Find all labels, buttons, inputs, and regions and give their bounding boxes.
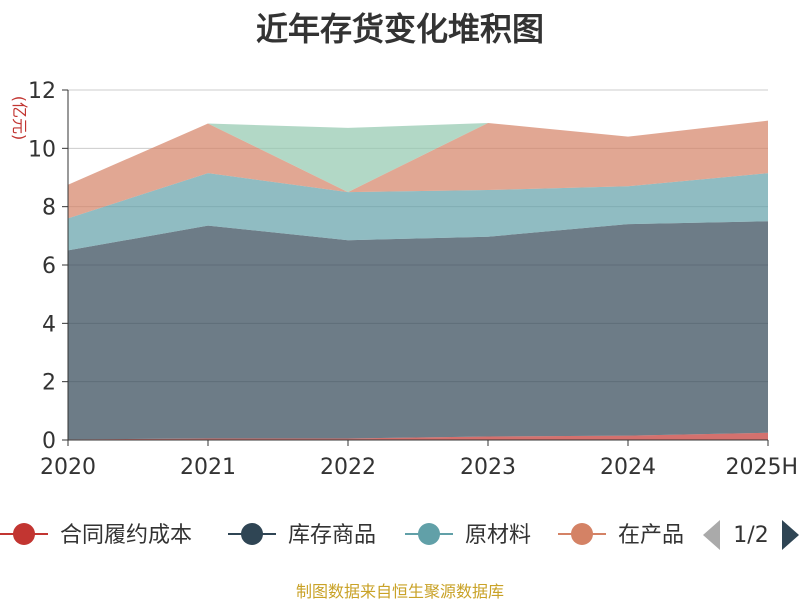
y-tick-label: 8 bbox=[42, 196, 56, 221]
chart-title: 近年存货变化堆积图 bbox=[255, 10, 544, 48]
legend-prev-icon[interactable] bbox=[703, 520, 720, 550]
x-tick-label: 2024 bbox=[600, 455, 656, 480]
x-tick-label: 2021 bbox=[180, 455, 236, 480]
legend-item[interactable]: 合同履约成本 bbox=[0, 523, 192, 548]
y-tick-label: 10 bbox=[28, 137, 56, 162]
y-tick-label: 6 bbox=[42, 254, 56, 279]
x-tick-label: 2025H bbox=[725, 455, 798, 480]
x-tick-label: 2023 bbox=[460, 455, 516, 480]
legend-label: 在产品 bbox=[618, 523, 684, 548]
y-tick-label: 0 bbox=[42, 429, 56, 454]
data-source-note: 制图数据来自恒生聚源数据库 bbox=[295, 582, 504, 601]
y-tick-label: 4 bbox=[42, 312, 56, 337]
legend-label: 原材料 bbox=[465, 523, 531, 548]
x-tick-label: 2020 bbox=[40, 455, 96, 480]
area-series-3 bbox=[68, 120, 768, 219]
area-series-1 bbox=[68, 221, 768, 440]
legend-item[interactable]: 在产品 bbox=[558, 523, 684, 548]
legend-label: 库存商品 bbox=[288, 523, 376, 548]
legend-label: 合同履约成本 bbox=[60, 523, 192, 548]
legend-item[interactable]: 原材料 bbox=[405, 523, 531, 548]
legend-marker bbox=[241, 523, 263, 545]
area-series-4 bbox=[68, 120, 768, 193]
y-tick-label: 2 bbox=[42, 371, 56, 396]
x-tick-label: 2022 bbox=[320, 455, 376, 480]
legend: 合同履约成本 库存商品 原材料 在产品 1/2 bbox=[0, 520, 799, 550]
area-series-2 bbox=[68, 173, 768, 251]
legend-page-indicator: 1/2 bbox=[733, 523, 768, 548]
legend-marker bbox=[571, 523, 593, 545]
legend-marker bbox=[418, 523, 440, 545]
legend-marker bbox=[13, 523, 35, 545]
y-tick-label: 12 bbox=[28, 79, 56, 104]
legend-next-icon[interactable] bbox=[782, 520, 799, 550]
area-series-0 bbox=[68, 432, 768, 440]
legend-item[interactable]: 库存商品 bbox=[228, 523, 376, 548]
y-unit-label: (亿元) bbox=[10, 96, 29, 141]
axes: 0 2 4 6 8 10 12 2020 2021 2022 2023 2024 2025H (亿元) bbox=[10, 79, 798, 480]
area-series bbox=[68, 120, 768, 440]
